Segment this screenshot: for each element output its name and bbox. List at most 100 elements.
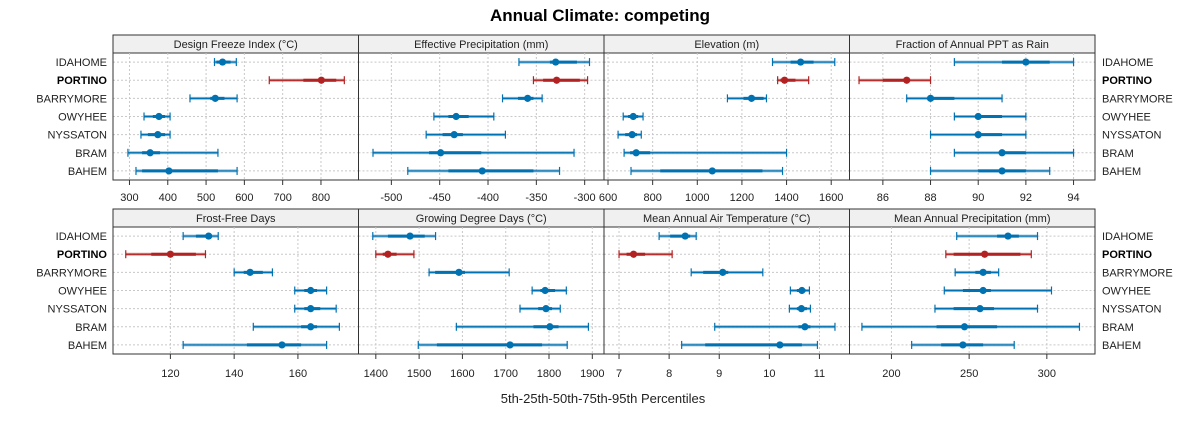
x-tick-label: 1800 — [537, 368, 561, 380]
interval-idahome — [956, 232, 1039, 241]
category-label: BAHEM — [1102, 340, 1141, 352]
x-tick-label: 1000 — [685, 192, 709, 204]
x-tick-label: 7 — [616, 368, 622, 380]
interval-idahome — [518, 58, 591, 67]
panel-7: Mean Annual Precipitation (mm) 200 250 300 I… — [849, 208, 1173, 380]
panel-0: Design Freeze Index (°C) 300 400 500 600 700 8… — [36, 34, 359, 204]
interval-owyhee — [433, 112, 495, 121]
interval-barrymore — [726, 94, 768, 103]
category-label: BRAM — [75, 148, 107, 160]
interval-bram — [252, 322, 340, 331]
category-label: OWYHEE — [1102, 112, 1151, 124]
panel-border — [849, 34, 1096, 181]
panel-border — [358, 34, 605, 181]
median-point — [455, 268, 463, 276]
interval-bahem — [407, 166, 561, 175]
median-point — [155, 112, 163, 121]
interval-portino — [268, 76, 345, 85]
median-point — [981, 250, 989, 258]
median-point — [307, 305, 315, 313]
median-point — [552, 58, 560, 66]
interval-bahem — [911, 340, 1015, 349]
x-tick-label: 160 — [289, 368, 307, 380]
median-point — [628, 131, 636, 139]
interval-portino — [532, 76, 589, 85]
x-tick-label: -300 — [574, 192, 596, 204]
panel-border — [112, 34, 359, 181]
panel-border — [603, 208, 850, 355]
interval-barrymore — [189, 94, 238, 103]
x-tick-label: -350 — [525, 192, 547, 204]
interval-bram — [127, 148, 219, 157]
x-tick-label: 1900 — [580, 368, 604, 380]
category-label: BAHEM — [68, 340, 107, 352]
panel-title: Design Freeze Index (°C) — [174, 39, 298, 51]
interval-bram — [953, 148, 1075, 157]
category-label: NYSSATON — [1102, 130, 1162, 142]
panel-2: Elevation (m) 600 800 1000 1200 1400 1600 — [599, 34, 850, 204]
median-point — [797, 58, 805, 66]
panel-title: Mean Annual Precipitation (mm) — [894, 213, 1051, 225]
median-point — [1022, 58, 1030, 66]
median-point — [541, 286, 549, 295]
median-point — [154, 131, 162, 139]
x-tick-label: 1600 — [819, 192, 843, 204]
median-point — [437, 149, 445, 157]
panel-title: Frost-Free Days — [196, 213, 276, 225]
category-label: BAHEM — [68, 166, 107, 178]
median-point — [747, 94, 756, 102]
category-label: NYSSATON — [1102, 304, 1162, 316]
interval-barrymore — [954, 268, 1000, 277]
median-point — [205, 232, 213, 240]
panel-3: Fraction of Annual PPT as Rain 86 88 90 92 94… — [849, 34, 1173, 204]
category-label: IDAHOME — [1102, 57, 1153, 69]
category-label: BARRYMORE — [1102, 267, 1173, 279]
x-tick-label: 88 — [924, 192, 936, 204]
interval-bram — [455, 322, 590, 331]
interval-owyhee — [294, 286, 328, 295]
x-tick-label: 400 — [159, 192, 177, 204]
x-tick-label: 700 — [273, 192, 291, 204]
interval-portino — [125, 250, 207, 259]
panel-title: Effective Precipitation (mm) — [414, 39, 548, 51]
median-point — [979, 268, 987, 276]
interval-bahem — [630, 166, 784, 175]
x-tick-label: 600 — [235, 192, 253, 204]
x-tick-label: 1700 — [493, 368, 517, 380]
median-point — [506, 341, 514, 349]
panels: Design Freeze Index (°C) 300 400 500 600 700 8… — [36, 34, 1173, 380]
x-tick-label: 200 — [882, 368, 900, 380]
median-point — [211, 94, 219, 102]
category-label: BARRYMORE — [1102, 93, 1173, 105]
category-label: IDAHOME — [1102, 231, 1153, 243]
interval-bram — [714, 322, 836, 331]
median-point — [246, 268, 254, 276]
x-tick-label: 86 — [877, 192, 889, 204]
x-axis-label: 5th-25th-50th-75th-95th Percentiles — [501, 391, 706, 406]
x-tick-label: 120 — [161, 368, 179, 380]
interval-idahome — [953, 58, 1075, 67]
median-point — [450, 131, 458, 139]
interval-idahome — [658, 232, 697, 241]
median-point — [384, 250, 392, 258]
x-tick-label: 600 — [599, 192, 617, 204]
median-point — [629, 250, 638, 258]
interval-nyssaton — [519, 304, 561, 313]
x-tick-label: -400 — [477, 192, 499, 204]
x-tick-label: 500 — [197, 192, 215, 204]
median-point — [976, 305, 984, 313]
panel-title: Elevation (m) — [694, 39, 759, 51]
interval-idahome — [213, 58, 237, 67]
category-label: OWYHEE — [1102, 286, 1151, 298]
interval-bahem — [681, 340, 819, 349]
interval-bahem — [929, 166, 1051, 175]
median-point — [776, 341, 784, 349]
category-label: NYSSATON — [48, 130, 108, 142]
median-point — [478, 167, 486, 175]
median-point — [278, 341, 286, 349]
interval-portino — [945, 250, 1032, 259]
panel-border — [603, 34, 850, 181]
category-label: IDAHOME — [56, 231, 107, 243]
x-tick-label: 1500 — [407, 368, 431, 380]
category-label: PORTINO — [57, 75, 108, 87]
